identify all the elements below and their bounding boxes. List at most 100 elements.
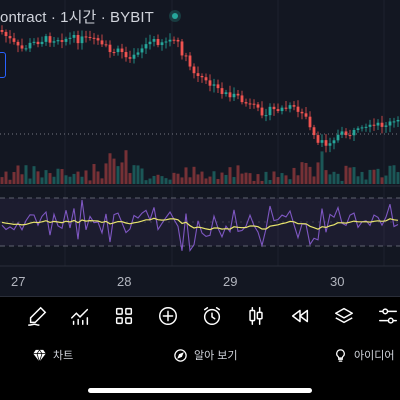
volume-bar (172, 172, 176, 184)
candle-body (224, 92, 228, 94)
candle-body (0, 30, 4, 32)
candle-body (292, 105, 296, 107)
candle-body (364, 126, 368, 128)
candle-body (64, 38, 68, 42)
candle-body (144, 44, 148, 49)
candle-body (324, 140, 328, 146)
candle-body (300, 111, 304, 114)
candle-body (384, 125, 388, 127)
volume-bar (108, 153, 112, 184)
explore-icon (174, 348, 187, 362)
widgets-icon[interactable] (111, 303, 137, 329)
volume-bar (248, 173, 252, 184)
candle-body (36, 41, 40, 45)
volume-bar (0, 177, 4, 184)
bottom-toolbar (0, 296, 400, 337)
candle-body (236, 93, 240, 96)
tab-ideas[interactable]: 아이디어 (333, 347, 394, 363)
volume-bar (332, 171, 336, 184)
candlesticks (0, 25, 400, 153)
tab-explore[interactable]: 알아 보기 (173, 347, 238, 363)
volume-bar (268, 179, 272, 184)
candle-body (72, 34, 76, 38)
indicators-icon[interactable] (67, 303, 93, 329)
tab-chart[interactable]: 차트 (32, 347, 73, 363)
candle-body (280, 107, 284, 112)
candle-body (372, 124, 376, 126)
drawing-handle[interactable] (0, 52, 6, 78)
candle-body (52, 41, 56, 43)
candle-body (208, 80, 212, 86)
candle-body (276, 109, 280, 112)
brush-icon[interactable] (24, 303, 50, 329)
volume-bar (308, 166, 312, 184)
tab-explore-label: 알아 보기 (194, 350, 238, 362)
candle-body (288, 105, 292, 109)
candle-body (156, 39, 160, 46)
volume-bar (396, 172, 400, 184)
volume-bar (68, 176, 72, 184)
volume-bar (336, 173, 340, 184)
candle-body (328, 143, 332, 146)
layers-icon[interactable] (331, 303, 357, 329)
volume-bar (252, 180, 256, 184)
candle-body (272, 106, 276, 110)
volume-bar (100, 178, 104, 184)
volume-bar (384, 175, 388, 184)
volume-bar (36, 171, 40, 184)
volume-bar (64, 175, 68, 184)
volume-bar (216, 179, 220, 184)
market-status-icon (169, 10, 181, 22)
volume-bar (204, 178, 208, 184)
volume-bar (300, 162, 304, 184)
candle-body (24, 48, 28, 50)
candle-body (28, 42, 32, 49)
volume-bar (208, 176, 212, 184)
candle-body (256, 104, 260, 108)
volume-bar (380, 177, 384, 184)
candle-body (16, 41, 20, 46)
candle-body (112, 52, 116, 54)
volume-bar (156, 174, 160, 184)
volume-bar (104, 163, 108, 184)
volume-bar (76, 171, 80, 184)
volume-bar (176, 173, 180, 184)
candle-body (160, 42, 164, 46)
candle-body (20, 45, 24, 49)
alarm-icon[interactable] (199, 303, 225, 329)
volume-bar (148, 178, 152, 184)
candle-body (80, 36, 84, 44)
chart-type-icon[interactable] (243, 303, 269, 329)
symbol-title[interactable]: ontract · 1시간 · BYBIT (0, 9, 154, 26)
volume-bar (276, 177, 280, 184)
volume-bar (164, 178, 168, 184)
candle-body (176, 39, 180, 42)
volume-bar (368, 169, 372, 184)
volume-bar (292, 167, 296, 184)
chart-canvas[interactable] (0, 0, 400, 296)
volume-bar (44, 170, 48, 184)
volume-bar (232, 177, 236, 184)
volume-bar (116, 166, 120, 184)
volume-bar (392, 165, 396, 184)
candle-body (172, 39, 176, 41)
volume-bar (16, 165, 20, 184)
candle-body (128, 57, 132, 59)
candle-body (340, 131, 344, 135)
candle-body (132, 54, 136, 59)
candle-body (100, 40, 104, 45)
volume-bar (88, 180, 92, 184)
candle-body (104, 44, 108, 46)
add-icon[interactable] (155, 303, 181, 329)
candle-body (136, 52, 140, 55)
candle-body (120, 48, 124, 53)
candle-body (220, 88, 224, 94)
volume-bar (236, 165, 240, 184)
volume-bar (84, 170, 88, 184)
settings-sliders-icon[interactable] (375, 303, 400, 329)
candle-body (228, 92, 232, 98)
candle-body (32, 41, 36, 43)
replay-icon[interactable] (287, 303, 313, 329)
candle-body (248, 103, 252, 105)
price-chart[interactable]: ontract · 1시간 · BYBIT 27 28 29 30 (0, 0, 400, 296)
